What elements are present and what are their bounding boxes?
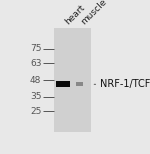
Text: 25: 25 <box>30 107 41 116</box>
Bar <box>76 82 83 86</box>
Bar <box>56 81 70 87</box>
Text: 35: 35 <box>30 92 41 101</box>
Text: muscle: muscle <box>80 0 109 27</box>
Text: 63: 63 <box>30 59 41 68</box>
Text: 48: 48 <box>30 76 41 85</box>
Text: NRF-1/TCF11: NRF-1/TCF11 <box>100 79 150 89</box>
Bar <box>54 28 91 132</box>
Text: heart: heart <box>63 3 86 27</box>
Text: 75: 75 <box>30 44 41 53</box>
